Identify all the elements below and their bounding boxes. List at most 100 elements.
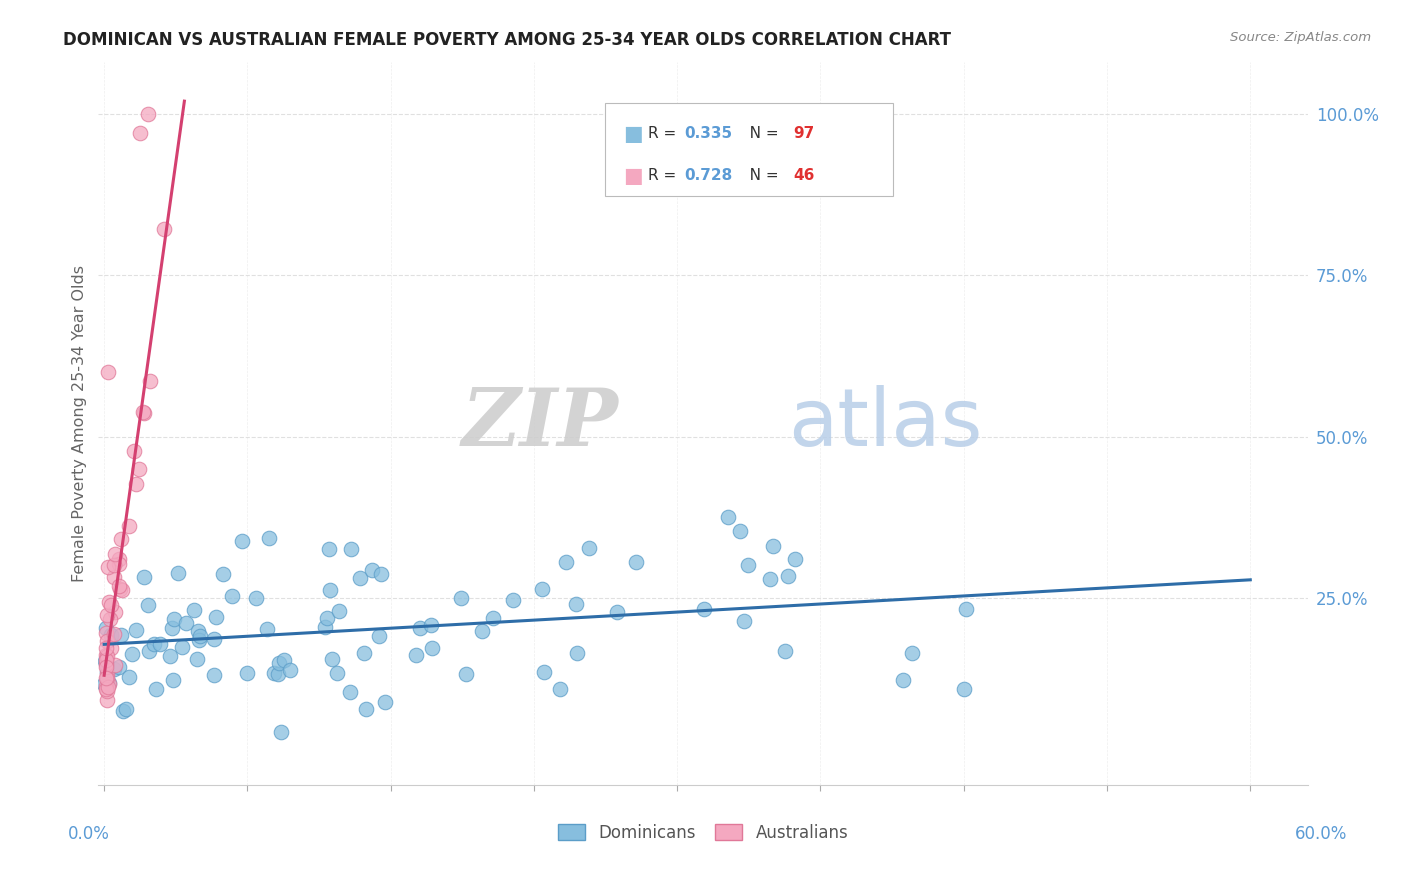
Point [952,681,974,696]
Point [231,534,253,549]
Point [97,560,120,574]
Point [93,676,115,690]
Point [354,701,377,715]
Point [96,672,118,686]
Point [901,646,924,660]
Point [96,684,118,698]
Point [349,571,371,585]
Text: ■: ■ [623,124,643,144]
Point [202,668,225,682]
Point [188,629,211,643]
Point [548,682,571,697]
Text: N =: N = [735,169,783,183]
Point [502,592,524,607]
Text: N =: N = [735,127,783,141]
Y-axis label: Female Poverty Among 25-34 Year Olds: Female Poverty Among 25-34 Year Olds [72,265,87,582]
Point [94,682,117,697]
Point [471,624,494,638]
Point [96,648,118,662]
Text: DOMINICAN VS AUSTRALIAN FEMALE POVERTY AMONG 25-34 YEAR OLDS CORRELATION CHART: DOMINICAN VS AUSTRALIAN FEMALE POVERTY A… [63,31,952,49]
Point [567,646,589,660]
Point [280,663,302,677]
Point [891,673,914,687]
Point [454,666,477,681]
Point [450,591,472,605]
Point [103,627,125,641]
Point [110,628,132,642]
Point [737,558,759,573]
Point [315,611,337,625]
Point [129,127,152,141]
Point [263,665,285,680]
Point [108,552,131,566]
Point [121,648,143,662]
Point [266,667,288,681]
Point [693,601,716,615]
Text: R =: R = [648,169,682,183]
Point [98,676,121,690]
Point [762,539,785,553]
Point [245,591,267,606]
Point [138,598,160,612]
Text: 0.0%: 0.0% [67,825,110,843]
Point [153,222,176,236]
Text: 0.728: 0.728 [685,169,733,183]
Point [132,405,155,419]
Point [110,532,132,546]
Point [174,616,197,631]
Point [118,670,141,684]
Text: 60.0%: 60.0% [1295,825,1347,843]
Point [270,725,292,739]
Point [728,524,751,538]
Point [125,477,148,491]
Point [149,637,172,651]
Text: atlas: atlas [787,384,981,463]
Point [955,602,977,616]
Point [96,634,118,648]
Point [98,612,121,626]
Point [221,589,243,603]
Point [328,604,350,618]
Point [368,629,391,643]
Point [339,685,361,699]
Point [314,620,336,634]
Text: 46: 46 [793,169,814,183]
Point [321,652,343,666]
Point [773,644,796,658]
Point [419,618,441,632]
Point [409,621,432,635]
Point [96,620,118,634]
Point [132,406,155,420]
Point [139,374,162,388]
Point [100,628,122,642]
Point [204,610,226,624]
Text: 97: 97 [793,127,814,141]
Point [326,666,349,681]
Text: Source: ZipAtlas.com: Source: ZipAtlas.com [1230,31,1371,45]
Text: 0.335: 0.335 [685,127,733,141]
Point [94,640,117,655]
Point [758,572,780,586]
Text: ZIP: ZIP [461,385,619,462]
Point [115,701,138,715]
Point [776,569,799,583]
Point [94,654,117,668]
Point [96,679,118,693]
Point [319,583,342,598]
Point [172,640,194,654]
Point [103,569,125,583]
Point [202,632,225,646]
Point [530,582,553,596]
Point [94,626,117,640]
Point [111,704,134,718]
Legend: Dominicans, Australians: Dominicans, Australians [558,823,848,842]
Point [94,660,117,674]
Point [212,566,235,581]
Point [606,605,628,619]
Point [96,692,118,706]
Point [163,612,186,626]
Point [186,652,208,666]
Point [96,666,118,681]
Point [103,605,125,619]
Point [374,695,396,709]
